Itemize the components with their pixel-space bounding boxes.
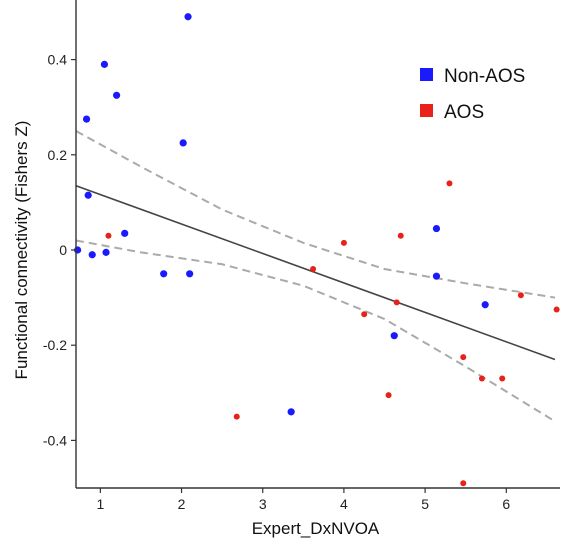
tick-labels: 1 2 3 4 5 6 0.4 0.2 0 -0.2 -0.4 [43,52,511,512]
non-aos-point [112,91,121,99]
x-tick-label: 1 [96,496,104,512]
aos-point [393,299,400,306]
confidence-band-upper [75,130,556,299]
non-aos-point [100,60,109,68]
regression-fit [75,184,556,361]
aos-point [499,375,506,382]
x-tick-label: 3 [259,496,267,512]
x-tick-label: 4 [340,496,348,512]
x-tick-label: 6 [502,496,510,512]
aos-point [105,232,112,239]
aos-point [310,266,317,273]
aos-point [340,239,347,246]
y-tick-label: 0.4 [48,52,68,68]
aos-point [517,292,524,299]
x-tick-label: 2 [178,496,186,512]
non-aos-point [121,229,129,237]
legend-swatch [420,68,433,81]
aos-point [361,311,368,318]
non-aos-point [390,332,398,340]
non-aos-point [160,270,168,278]
non-aos-point [184,13,192,21]
confidence-band-lower [75,239,556,423]
aos-point [233,413,240,420]
aos-point [397,232,404,239]
legend-label: Non-AOS [444,66,525,87]
y-tick-label: 0 [59,242,67,258]
y-tick-label: 0.2 [48,147,68,163]
non-aos-point [102,248,110,256]
y-tick-label: -0.2 [43,337,67,353]
x-tick-label: 5 [421,496,429,512]
legend-label: AOS [444,102,484,123]
non-aos-point [481,301,489,309]
aos-point [553,306,560,313]
non-aos-point [84,191,92,199]
aos-point [446,180,453,187]
axes [75,0,560,489]
y-axis-title: Functional connectivity (Fishers Z) [12,121,31,380]
non-aos-point [88,251,96,259]
non-aos-point [432,224,441,233]
non-aos-point [179,139,187,147]
data-points [74,13,560,487]
aos-point [385,392,392,399]
legend: Non-AOS AOS [420,66,525,123]
x-axis-title: Expert_DxNVOA [252,519,380,538]
non-aos-point [432,272,441,280]
non-aos-point [186,270,194,278]
fit-line [75,184,556,361]
aos-point [460,480,467,487]
non-aos-point [287,408,295,416]
legend-swatch [420,104,433,117]
aos-point [460,354,467,361]
aos-point [478,375,485,382]
non-aos-point [82,115,91,123]
confidence-band [75,130,556,423]
y-tick-label: -0.4 [43,432,67,448]
